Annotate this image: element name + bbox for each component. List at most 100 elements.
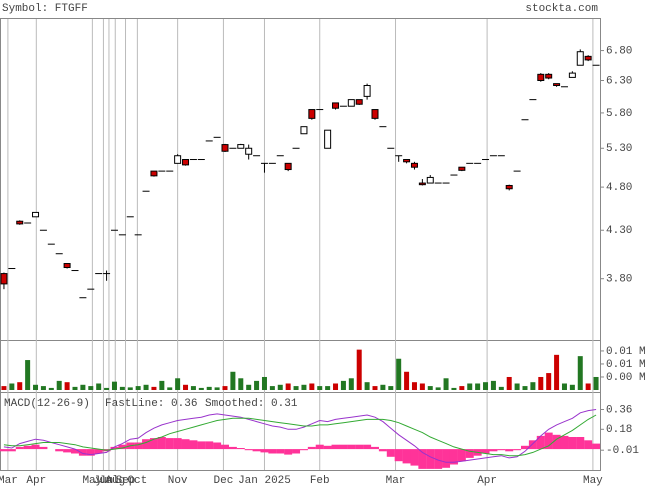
- volume-bar: [340, 380, 346, 390]
- volume-bar: [356, 349, 362, 390]
- histogram-bar: [71, 449, 79, 454]
- volume-bar: [404, 371, 410, 390]
- candle-body: [426, 176, 434, 184]
- histogram-bar: [165, 438, 174, 450]
- candle-body: [182, 159, 190, 166]
- candle-body: [355, 99, 363, 105]
- histogram-bar: [355, 444, 364, 450]
- volume-bar: [325, 386, 331, 390]
- volume-bar: [111, 381, 117, 390]
- histogram-bar: [55, 449, 64, 452]
- candle-body: [16, 220, 24, 225]
- volume-bar: [143, 384, 149, 390]
- volume-bar: [364, 382, 370, 390]
- volume-bar: [230, 371, 236, 390]
- volume-bar: [135, 386, 141, 390]
- volume-bar: [459, 386, 465, 390]
- candle-body: [576, 51, 584, 66]
- volume-bar: [214, 387, 220, 390]
- histogram-bar: [189, 440, 198, 450]
- histogram-bar: [536, 435, 545, 450]
- x-tick-label: May: [82, 475, 102, 486]
- candle-body: [537, 73, 545, 82]
- candle-body: [150, 170, 158, 177]
- volume-bar: [317, 386, 323, 390]
- histogram-bar: [39, 446, 48, 450]
- y-tick-label: 6.80: [606, 45, 632, 57]
- histogram-bar: [292, 449, 301, 454]
- histogram-bar: [205, 441, 214, 450]
- y-tick-label: 5.30: [606, 143, 632, 155]
- candle-body: [174, 155, 182, 164]
- histogram-bar: [410, 449, 419, 466]
- histogram-bar: [78, 449, 87, 456]
- histogram-bar: [457, 449, 466, 462]
- histogram-bar: [371, 446, 379, 450]
- volume-bar: [96, 383, 102, 390]
- volume-bar: [554, 354, 560, 390]
- histogram-bar: [221, 444, 229, 450]
- histogram-bar: [378, 449, 387, 452]
- volume-bar: [419, 383, 425, 390]
- volume-bar: [411, 382, 417, 390]
- volume-bar: [396, 358, 402, 390]
- histogram-bar: [315, 444, 324, 450]
- x-tick-label: Apr: [26, 475, 46, 486]
- histogram-bar: [528, 440, 537, 450]
- x-tick-label: Jun: [94, 475, 114, 486]
- volume-bar: [198, 387, 204, 390]
- histogram-bar: [576, 437, 585, 450]
- candle-body: [324, 129, 332, 149]
- candle-body: [221, 144, 229, 152]
- volume-bar: [206, 386, 212, 390]
- histogram-bar: [465, 449, 474, 458]
- volume-bar: [254, 380, 260, 390]
- volume-bar: [467, 383, 473, 390]
- volume-bar: [546, 373, 552, 390]
- candle-body: [332, 102, 340, 109]
- macd-line: [3, 414, 597, 457]
- volume-bar: [183, 384, 189, 390]
- volume-bar: [72, 386, 78, 390]
- volume-bar: [522, 386, 528, 390]
- volume-bar: [269, 386, 275, 390]
- histogram-bar: [7, 449, 16, 452]
- histogram-bar: [552, 434, 561, 450]
- y-tick-label: 6.30: [606, 75, 632, 87]
- candle-body: [347, 99, 355, 107]
- volume-bar: [64, 382, 70, 390]
- volume-bar: [88, 386, 94, 390]
- volume-bar: [127, 387, 133, 390]
- legend-entry: FastLine: 0.36: [105, 398, 197, 410]
- y-tick-label: 5.80: [606, 108, 632, 120]
- histogram-bar: [323, 445, 332, 450]
- candle-body: [553, 83, 561, 87]
- candle-body: [32, 211, 40, 218]
- volume-bar: [372, 386, 378, 390]
- histogram-bar: [568, 437, 577, 450]
- y-tick-label: 0.18: [606, 424, 632, 436]
- histogram-bar: [307, 446, 316, 450]
- x-tick-label: Mar: [386, 475, 406, 486]
- volume-bar: [490, 380, 496, 390]
- histogram-bar: [260, 449, 269, 453]
- candle-body: [245, 147, 253, 155]
- volume-bar: [475, 383, 481, 390]
- volume-bar: [261, 376, 267, 390]
- volume-bar: [435, 387, 441, 390]
- candle-body: [458, 166, 466, 171]
- x-tick-label: Apr: [477, 475, 497, 486]
- volume-bar: [388, 386, 394, 390]
- histogram-bar: [276, 449, 285, 454]
- candle-body: [505, 184, 513, 190]
- candle-body: [584, 55, 592, 61]
- volume-bar: [443, 378, 449, 390]
- volume-bar: [577, 356, 583, 390]
- histogram-bar: [23, 445, 32, 450]
- candle-body: [545, 73, 553, 79]
- candle-body: [237, 144, 245, 149]
- histogram-bar: [142, 439, 151, 450]
- symbol: Symbol: FTGFF: [2, 3, 88, 15]
- volume-bar: [222, 386, 228, 390]
- candle-body: [363, 85, 371, 97]
